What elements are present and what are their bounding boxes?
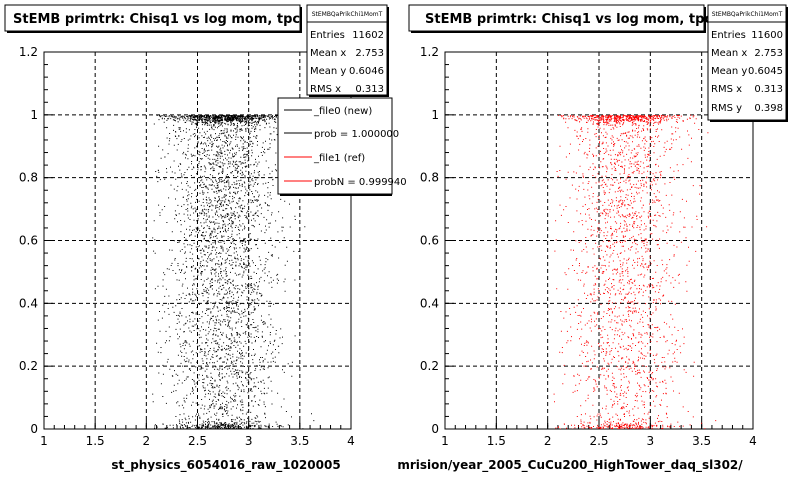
y-tick-label: 0.4 (19, 296, 38, 310)
left-x-axis-label: st_physics_6054016_raw_1020005 (111, 458, 340, 473)
x-tick-label: 2 (143, 434, 151, 448)
left-stats-value-entries: 11602 (352, 30, 384, 41)
y-tick-label: 0.2 (19, 359, 38, 373)
left-stats-value-mean-y: 0.6046 (349, 66, 384, 77)
y-tick-label: 0.4 (420, 296, 439, 310)
x-tick-label: 1.5 (86, 434, 105, 448)
x-tick-label: 4 (347, 434, 355, 448)
y-tick-label: 0.6 (420, 234, 439, 248)
left-chart-title: StEMB primtrk: Chisq1 vs log mom, tpc (13, 12, 300, 27)
right-stats-value-rms-x: 0.313 (754, 84, 783, 95)
legend-entry-probn: probN = 0.999940 (314, 177, 407, 188)
x-tick-label: 2.5 (589, 434, 608, 448)
y-tick-label: 1 (431, 108, 439, 122)
scatter-points (553, 114, 717, 429)
right-stats-name: StEMBQaPrikChi1MomT (712, 11, 783, 18)
x-tick-label: 1.5 (487, 434, 506, 448)
right-x-axis-label: mrision/year_2005_CuCu200_HighTower_daq_… (397, 458, 743, 473)
y-tick-label: 1.2 (19, 45, 38, 59)
right-x-tick-labels: 1 1.5 2 2.5 3 3.5 4 (441, 434, 757, 448)
left-axis-ticks (43, 51, 352, 430)
scatter-points (152, 114, 318, 429)
legend-box: _file0 (new) prob = 1.000000 _file1 (ref… (277, 97, 407, 196)
right-stats-label-entries: Entries (711, 30, 746, 41)
x-tick-label: 1 (441, 434, 449, 448)
left-stats-box: StEMBQaPrikChi1MomT Entries 11602 Mean x… (306, 4, 389, 97)
left-data-points (152, 114, 318, 429)
right-stats-box: StEMBQaPrikChi1MomT Entries 11600 Mean x… (707, 4, 788, 122)
left-title-box: StEMB primtrk: Chisq1 vs log mom, tpc (4, 4, 302, 33)
right-chart-panel: 0 0.2 0.4 0.6 0.8 1 1.2 1 1.5 2 2.5 3 3.5 4 StEMB pr… (397, 4, 788, 473)
x-tick-label: 2 (544, 434, 552, 448)
right-stats-label-rms-y: RMS y (711, 103, 742, 114)
left-stats-label-entries: Entries (310, 30, 345, 41)
left-stats-value-mean-x: 2.753 (355, 48, 384, 59)
left-stats-label-mean-x: Mean x (310, 48, 346, 59)
y-tick-label: 0.6 (19, 234, 38, 248)
right-chart-title: StEMB primtrk: Chisq1 vs log mom, tpc (425, 12, 712, 27)
right-axis-ticks (444, 51, 754, 430)
y-tick-label: 1.2 (420, 45, 439, 59)
right-data-points (553, 114, 717, 429)
y-tick-label: 0.2 (420, 359, 439, 373)
right-grid (445, 52, 753, 429)
x-tick-label: 4 (749, 434, 757, 448)
legend-entry-file1: _file1 (ref) (313, 153, 365, 164)
left-stats-value-rms-x: 0.313 (355, 84, 384, 95)
left-x-tick-labels: 1 1.5 2 2.5 3 3.5 4 (40, 434, 355, 448)
right-stats-label-mean-x: Mean x (711, 48, 747, 59)
y-tick-label: 0 (30, 422, 38, 436)
x-tick-label: 3.5 (692, 434, 711, 448)
x-tick-label: 1 (40, 434, 48, 448)
right-stats-value-entries: 11600 (751, 30, 783, 41)
right-stats-label-rms-x: RMS x (711, 84, 742, 95)
x-tick-label: 3.5 (290, 434, 309, 448)
left-stats-label-mean-y: Mean y (310, 66, 346, 77)
y-tick-label: 0 (431, 422, 439, 436)
right-y-tick-labels: 0 0.2 0.4 0.6 0.8 1 1.2 (420, 45, 439, 436)
y-tick-label: 0.8 (19, 171, 38, 185)
y-tick-label: 1 (30, 108, 38, 122)
x-tick-label: 2.5 (188, 434, 207, 448)
left-stats-label-rms-x: RMS x (310, 84, 341, 95)
legend-entry-file0: _file0 (new) (313, 106, 372, 117)
left-stats-name: StEMBQaPrikChi1MomT (312, 11, 383, 18)
right-stats-value-mean-x: 2.753 (754, 48, 783, 59)
x-tick-label: 3 (245, 434, 253, 448)
right-stats-label-mean-y: Mean y (711, 66, 747, 77)
left-y-tick-labels: 0 0.2 0.4 0.6 0.8 1 1.2 (19, 45, 38, 436)
left-chart-panel: 0 0.2 0.4 0.6 0.8 1 1.2 1 1.5 2 2.5 3 3.5 4 StEMB pr… (4, 4, 407, 473)
right-stats-value-rms-y: 0.398 (754, 103, 783, 114)
x-tick-label: 3 (647, 434, 655, 448)
y-tick-label: 0.8 (420, 171, 439, 185)
right-stats-value-mean-y: 0.6045 (748, 66, 783, 77)
right-title-box: StEMB primtrk: Chisq1 vs log mom, tpc (408, 4, 712, 33)
legend-entry-prob: prob = 1.000000 (314, 129, 399, 140)
